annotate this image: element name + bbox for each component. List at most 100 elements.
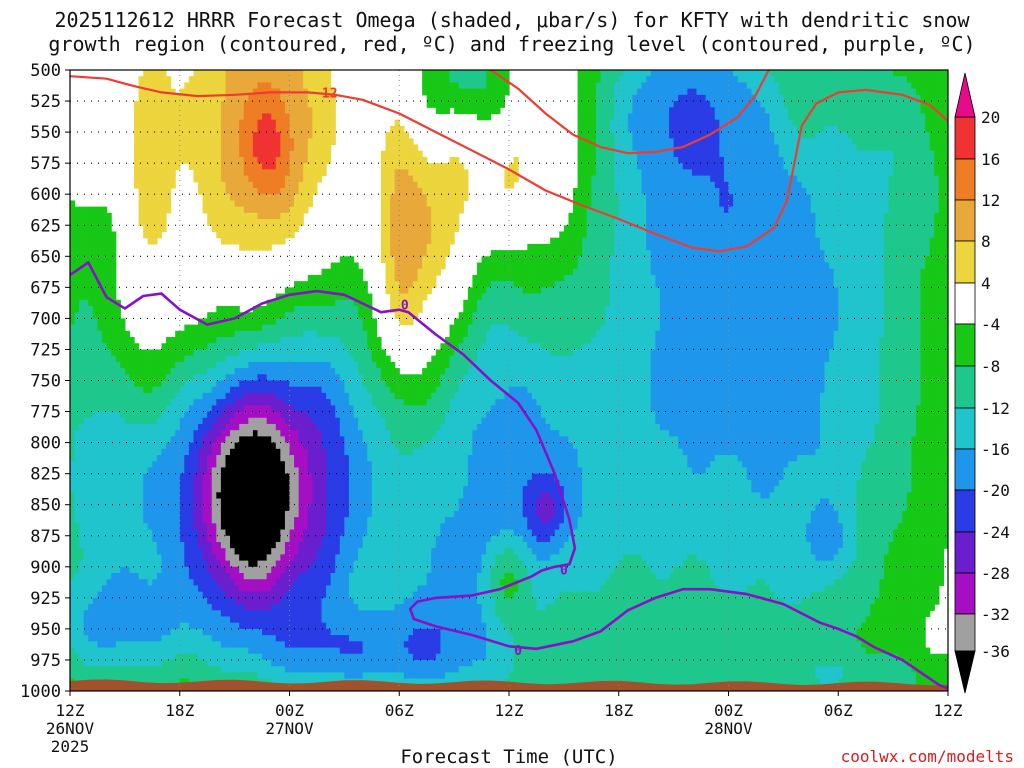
omega-cell [124, 498, 131, 506]
omega-cell [88, 517, 94, 524]
omega-cell [307, 411, 313, 419]
omega-cell [289, 653, 295, 661]
omega-cell [79, 653, 85, 661]
omega-cell [188, 361, 195, 369]
omega-cell [152, 423, 158, 431]
omega-cell [280, 436, 286, 444]
omega-cell [156, 138, 163, 146]
omega-cell [156, 591, 163, 599]
omega-cell [298, 281, 304, 288]
omega-cell [129, 504, 135, 512]
omega-cell [330, 94, 336, 102]
omega-cell [207, 175, 213, 183]
omega-cell [152, 653, 158, 661]
omega-cell [216, 628, 222, 636]
omega-cell [321, 399, 327, 406]
omega-cell [138, 125, 144, 133]
omega-cell [252, 219, 259, 226]
omega-cell [207, 169, 213, 177]
omega-cell [88, 368, 94, 375]
omega-cell [198, 517, 204, 524]
omega-cell [83, 461, 89, 469]
omega-cell [321, 535, 327, 543]
omega-cell [70, 262, 76, 270]
omega-cell [239, 659, 245, 667]
omega-cell [138, 653, 144, 661]
omega-cell [266, 187, 272, 195]
omega-cell [307, 423, 313, 431]
omega-cell [252, 324, 259, 332]
omega-cell [70, 374, 76, 382]
omega-cell [134, 641, 140, 649]
omega-cell [198, 337, 204, 344]
omega-cell [120, 616, 126, 624]
omega-cell [97, 212, 103, 220]
omega-cell [257, 380, 263, 388]
omega-cell [307, 430, 313, 437]
omega-cell [271, 125, 277, 133]
omega-cell [339, 535, 345, 543]
omega-cell [239, 243, 245, 251]
omega-cell [284, 635, 291, 642]
omega-cell [106, 548, 112, 555]
omega-cell [321, 287, 327, 295]
omega-cell [129, 430, 135, 437]
omega-cell [321, 666, 327, 673]
omega-cell [275, 504, 281, 512]
omega-cell [156, 604, 163, 611]
omega-cell [280, 138, 286, 146]
omega-cell [280, 573, 286, 580]
omega-cell [70, 498, 76, 506]
omega-cell [179, 641, 185, 649]
omega-cell [179, 399, 185, 406]
omega-cell [271, 541, 277, 549]
omega-cell [152, 492, 158, 500]
omega-cell [321, 101, 327, 108]
omega-cell [330, 510, 336, 518]
omega-cell [326, 529, 332, 537]
omega-cell [129, 635, 135, 642]
omega-cell [339, 268, 345, 276]
omega-cell [234, 361, 240, 369]
omega-cell [166, 113, 172, 121]
omega-cell [138, 597, 144, 605]
omega-cell [243, 517, 249, 524]
omega-cell [156, 610, 163, 618]
omega-cell [257, 622, 263, 630]
omega-cell [207, 529, 213, 537]
omega-cell [239, 504, 245, 512]
omega-cell [220, 436, 227, 444]
omega-cell [225, 392, 231, 400]
omega-cell [316, 293, 323, 301]
omega-cell [316, 107, 323, 115]
omega-cell [303, 436, 309, 444]
omega-cell [271, 187, 277, 195]
omega-cell [216, 132, 222, 139]
omega-cell [106, 312, 112, 319]
omega-cell [271, 616, 277, 624]
omega-cell [175, 349, 181, 357]
omega-cell [102, 523, 108, 531]
omega-cell [102, 541, 108, 549]
omega-cell [344, 486, 350, 493]
omega-cell [161, 101, 167, 108]
omega-cell [120, 604, 126, 611]
omega-cell [198, 361, 204, 369]
omega-cell [147, 150, 153, 158]
omega-cell [294, 386, 300, 394]
omega-cell [220, 355, 227, 363]
omega-cell [330, 573, 336, 580]
omega-cell [70, 399, 76, 406]
omega-cell [92, 548, 99, 555]
omega-cell [102, 535, 108, 543]
omega-cell [271, 448, 277, 456]
omega-cell [289, 405, 295, 413]
omega-cell [179, 529, 185, 537]
omega-cell [152, 517, 158, 524]
omega-cell [307, 504, 313, 512]
omega-cell [271, 324, 277, 332]
omega-cell [257, 616, 263, 624]
omega-cell [70, 579, 76, 587]
omega-cell [134, 653, 140, 661]
omega-cell [152, 504, 158, 512]
